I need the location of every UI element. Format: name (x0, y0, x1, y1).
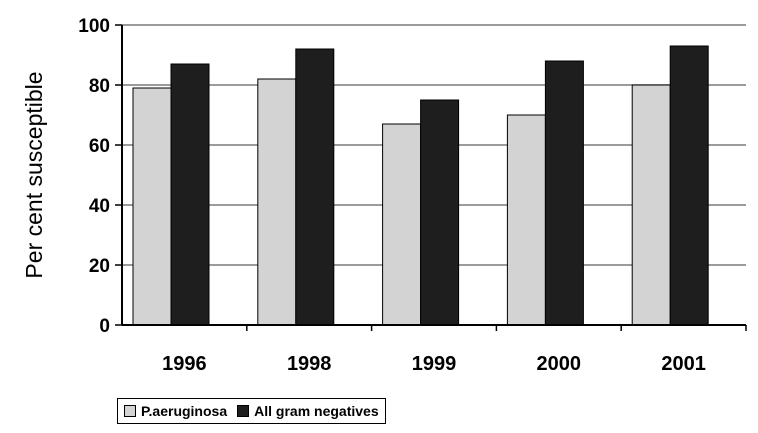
bar-all-gram-negatives-1996 (170, 63, 210, 326)
axes (115, 24, 747, 331)
y-axis-label: Per cent susceptible (21, 71, 47, 278)
bars (132, 45, 709, 326)
bar-all-gram-negatives-1999 (420, 99, 460, 326)
bar-p-aeruginosa-2001 (631, 84, 671, 326)
y-tick-labels: 0 20 40 60 80 100 (78, 16, 110, 337)
legend-swatch-all-gram-negatives (237, 405, 250, 417)
y-tick-label: 80 (89, 76, 110, 97)
x-tick-label: 1998 (287, 353, 332, 375)
x-tick-label: 1999 (412, 353, 457, 375)
x-tick-label: 1996 (162, 353, 207, 375)
bar-all-gram-negatives-1998 (295, 48, 335, 326)
bar-p-aeruginosa-2000 (506, 114, 546, 326)
y-tick-label: 0 (99, 316, 110, 337)
y-tick-label: 60 (89, 136, 110, 157)
y-tick-label: 40 (89, 196, 110, 217)
legend: P.aeruginosa All gram negatives (117, 398, 386, 424)
bar-p-aeruginosa-1996 (132, 87, 172, 326)
y-tick-label: 20 (89, 256, 110, 277)
x-tick-labels: 1996 1998 1999 2000 2001 (162, 353, 706, 375)
legend-swatch-p-aeruginosa (124, 405, 136, 417)
y-tick-label: 100 (78, 16, 110, 37)
legend-item-all-gram-negatives: All gram negatives (237, 403, 379, 419)
bar-p-aeruginosa-1999 (382, 123, 422, 326)
bar-all-gram-negatives-2000 (544, 60, 584, 326)
x-tick-label: 2000 (537, 353, 582, 375)
x-tick-label: 2001 (661, 353, 706, 375)
bar-all-gram-negatives-2001 (669, 45, 709, 326)
legend-label-p-aeruginosa: P.aeruginosa (141, 403, 228, 419)
bar-p-aeruginosa-1998 (257, 78, 297, 326)
legend-item-p-aeruginosa: P.aeruginosa (124, 403, 227, 419)
legend-label-all-gram-negatives: All gram negatives (254, 403, 379, 419)
